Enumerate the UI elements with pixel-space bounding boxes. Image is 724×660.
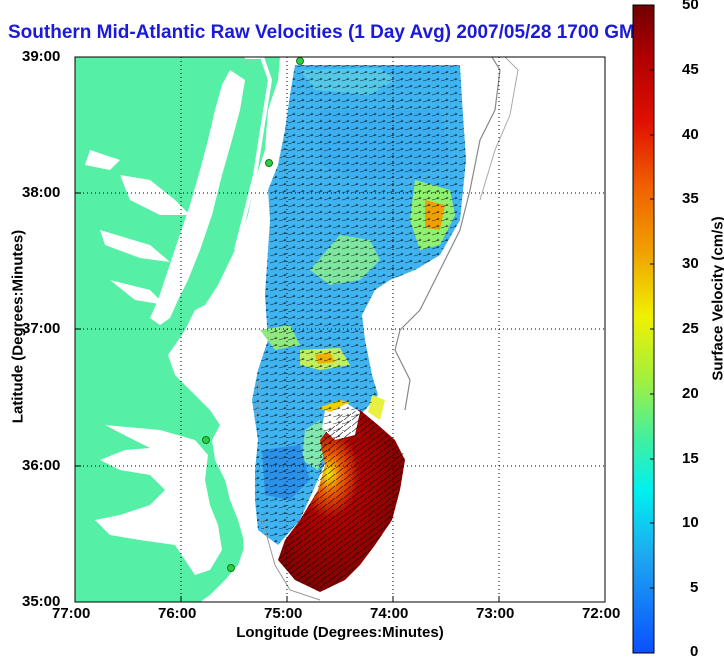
colorbar-tick-label: 15 bbox=[682, 450, 699, 467]
station-marker bbox=[203, 437, 210, 444]
colorbar-label: Surface Velocity (cm/s) bbox=[710, 169, 724, 429]
colorbar-tick-label: 35 bbox=[682, 190, 699, 207]
colorbar-tick-label: 45 bbox=[682, 61, 699, 78]
colorbar-tick-label: 10 bbox=[682, 514, 699, 531]
y-tick-label: 38:00 bbox=[22, 184, 60, 201]
x-axis-label: Longitude (Degrees:Minutes) bbox=[75, 624, 605, 641]
y-tick-label: 37:00 bbox=[22, 320, 60, 337]
station-marker bbox=[228, 565, 235, 572]
colorbar-tick-label: 30 bbox=[682, 255, 699, 272]
station-marker bbox=[266, 160, 273, 167]
y-axis-label: Latitude (Degrees:Minutes) bbox=[10, 227, 27, 427]
colorbar-tick-label: 5 bbox=[690, 579, 698, 596]
colorbar-tick-label: 40 bbox=[682, 126, 699, 143]
x-tick-label: 77:00 bbox=[52, 605, 90, 622]
x-tick-label: 73:00 bbox=[476, 605, 514, 622]
x-tick-label: 76:00 bbox=[158, 605, 196, 622]
x-tick-label: 72:00 bbox=[582, 605, 620, 622]
x-tick-label: 75:00 bbox=[264, 605, 302, 622]
colorbar-tick-label: 50 bbox=[682, 0, 699, 13]
x-tick-label: 74:00 bbox=[370, 605, 408, 622]
y-tick-label: 36:00 bbox=[22, 457, 60, 474]
colorbar-tick-label: 0 bbox=[690, 643, 698, 660]
colorbar-tick-label: 20 bbox=[682, 385, 699, 402]
y-tick-label: 39:00 bbox=[22, 48, 60, 65]
station-marker bbox=[297, 58, 304, 65]
colorbar-tick-label: 25 bbox=[682, 320, 699, 337]
